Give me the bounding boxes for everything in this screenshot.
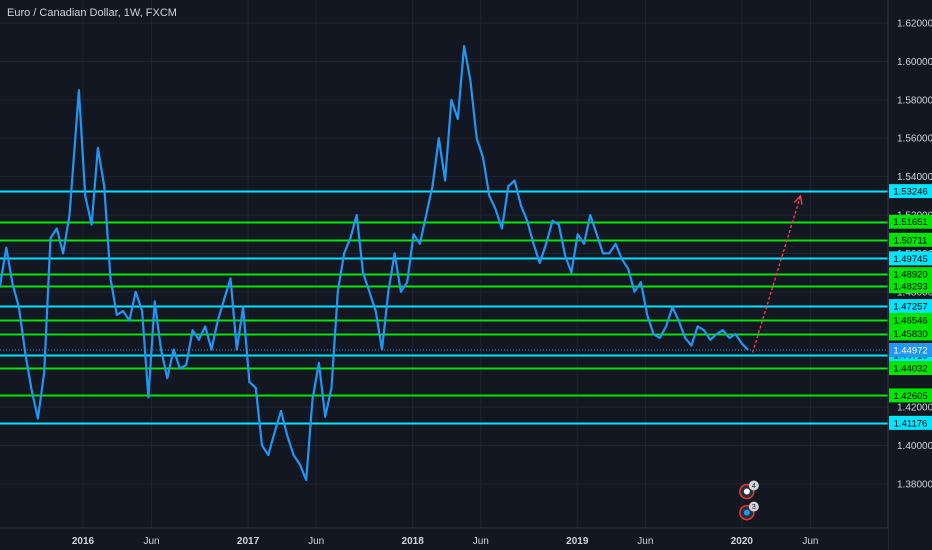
chart-title: Euro / Canadian Dollar, 1W, FXCM (7, 7, 177, 19)
projection-arrow-head (793, 194, 803, 205)
level-price-tag (889, 232, 932, 247)
level-price-tag (889, 388, 932, 403)
time-tick-label: Jun (802, 536, 818, 547)
time-tick-label: 2018 (402, 536, 425, 547)
event-count-text: 4 (752, 483, 756, 490)
level-price-tag-text: 1.46546 (893, 315, 927, 326)
projection-arrow[interactable] (752, 194, 803, 353)
level-price-tag-text: 1.48920 (893, 270, 927, 281)
time-tick-label: 2020 (731, 536, 754, 547)
current-price-tag (889, 342, 932, 357)
price-series (0, 44, 749, 482)
level-price-tag-text: 1.49745 (893, 254, 927, 265)
level-price-tag-text: 1.42605 (893, 391, 927, 402)
level-price-tag (889, 326, 932, 341)
level-price-tag (889, 415, 932, 430)
event-count-badge (748, 480, 759, 491)
level-price-tag (889, 361, 932, 376)
level-price-tag-text: 1.44032 (893, 364, 927, 375)
level-price-tag-text: 1.51651 (893, 217, 927, 228)
price-tick-label: 1.40000 (897, 441, 932, 452)
horizontal-levels (0, 190, 888, 425)
event-marker-dot (743, 509, 750, 516)
level-price-tag-text: 1.53246 (893, 187, 927, 198)
time-tick-label: Jun (637, 536, 653, 547)
event-markers[interactable]: 43 (739, 480, 759, 521)
price-tick-label: 1.62000 (897, 19, 932, 30)
time-tick-label: Jun (308, 536, 324, 547)
level-price-tag (889, 251, 932, 266)
time-tick-label: Jun (143, 536, 159, 547)
level-price-tag (889, 184, 932, 199)
level-price-tag (889, 279, 932, 294)
price-tick-label: 1.56000 (897, 134, 932, 145)
time-tick-label: 2016 (72, 536, 95, 547)
price-tick-label: 1.38000 (897, 479, 932, 490)
event-count-text: 3 (752, 504, 756, 511)
time-axis-panel[interactable] (0, 528, 888, 550)
level-price-tag (889, 267, 932, 282)
price-tick-label: 1.54000 (897, 172, 932, 183)
event-marker-dot (743, 488, 750, 495)
level-price-tag-text: 1.47257 (893, 302, 927, 313)
level-price-tag (889, 214, 932, 229)
price-tick-label: 1.42000 (897, 403, 932, 414)
level-price-tag (889, 312, 932, 327)
time-tick-label: Jun (473, 536, 489, 547)
price-tick-label: 1.58000 (897, 95, 932, 106)
level-price-tags: 1.53246 1.51651 1.50711 1.49745 1.489201.482… (889, 184, 932, 430)
event-count-badge (748, 501, 759, 512)
level-price-tag (889, 299, 932, 314)
time-tick-label: 2017 (237, 536, 260, 547)
level-price-tag-text: 1.45830 (893, 329, 927, 340)
current-price-tag-text: 1.44972 (893, 345, 927, 356)
level-price-tag-text: 1.48293 (893, 282, 927, 293)
price-line (0, 44, 749, 482)
price-tick-label: 1.60000 (897, 57, 932, 68)
level-price-tag-text: 1.41176 (894, 418, 928, 429)
level-price-tag-text: 1.50711 (894, 235, 928, 246)
time-axis-labels: 2016 Jun 2017 Jun 2018 Jun 2019 Jun 2020 Jun (72, 536, 819, 547)
projection-arrow-shaft (752, 195, 802, 353)
time-tick-label: 2019 (566, 536, 589, 547)
